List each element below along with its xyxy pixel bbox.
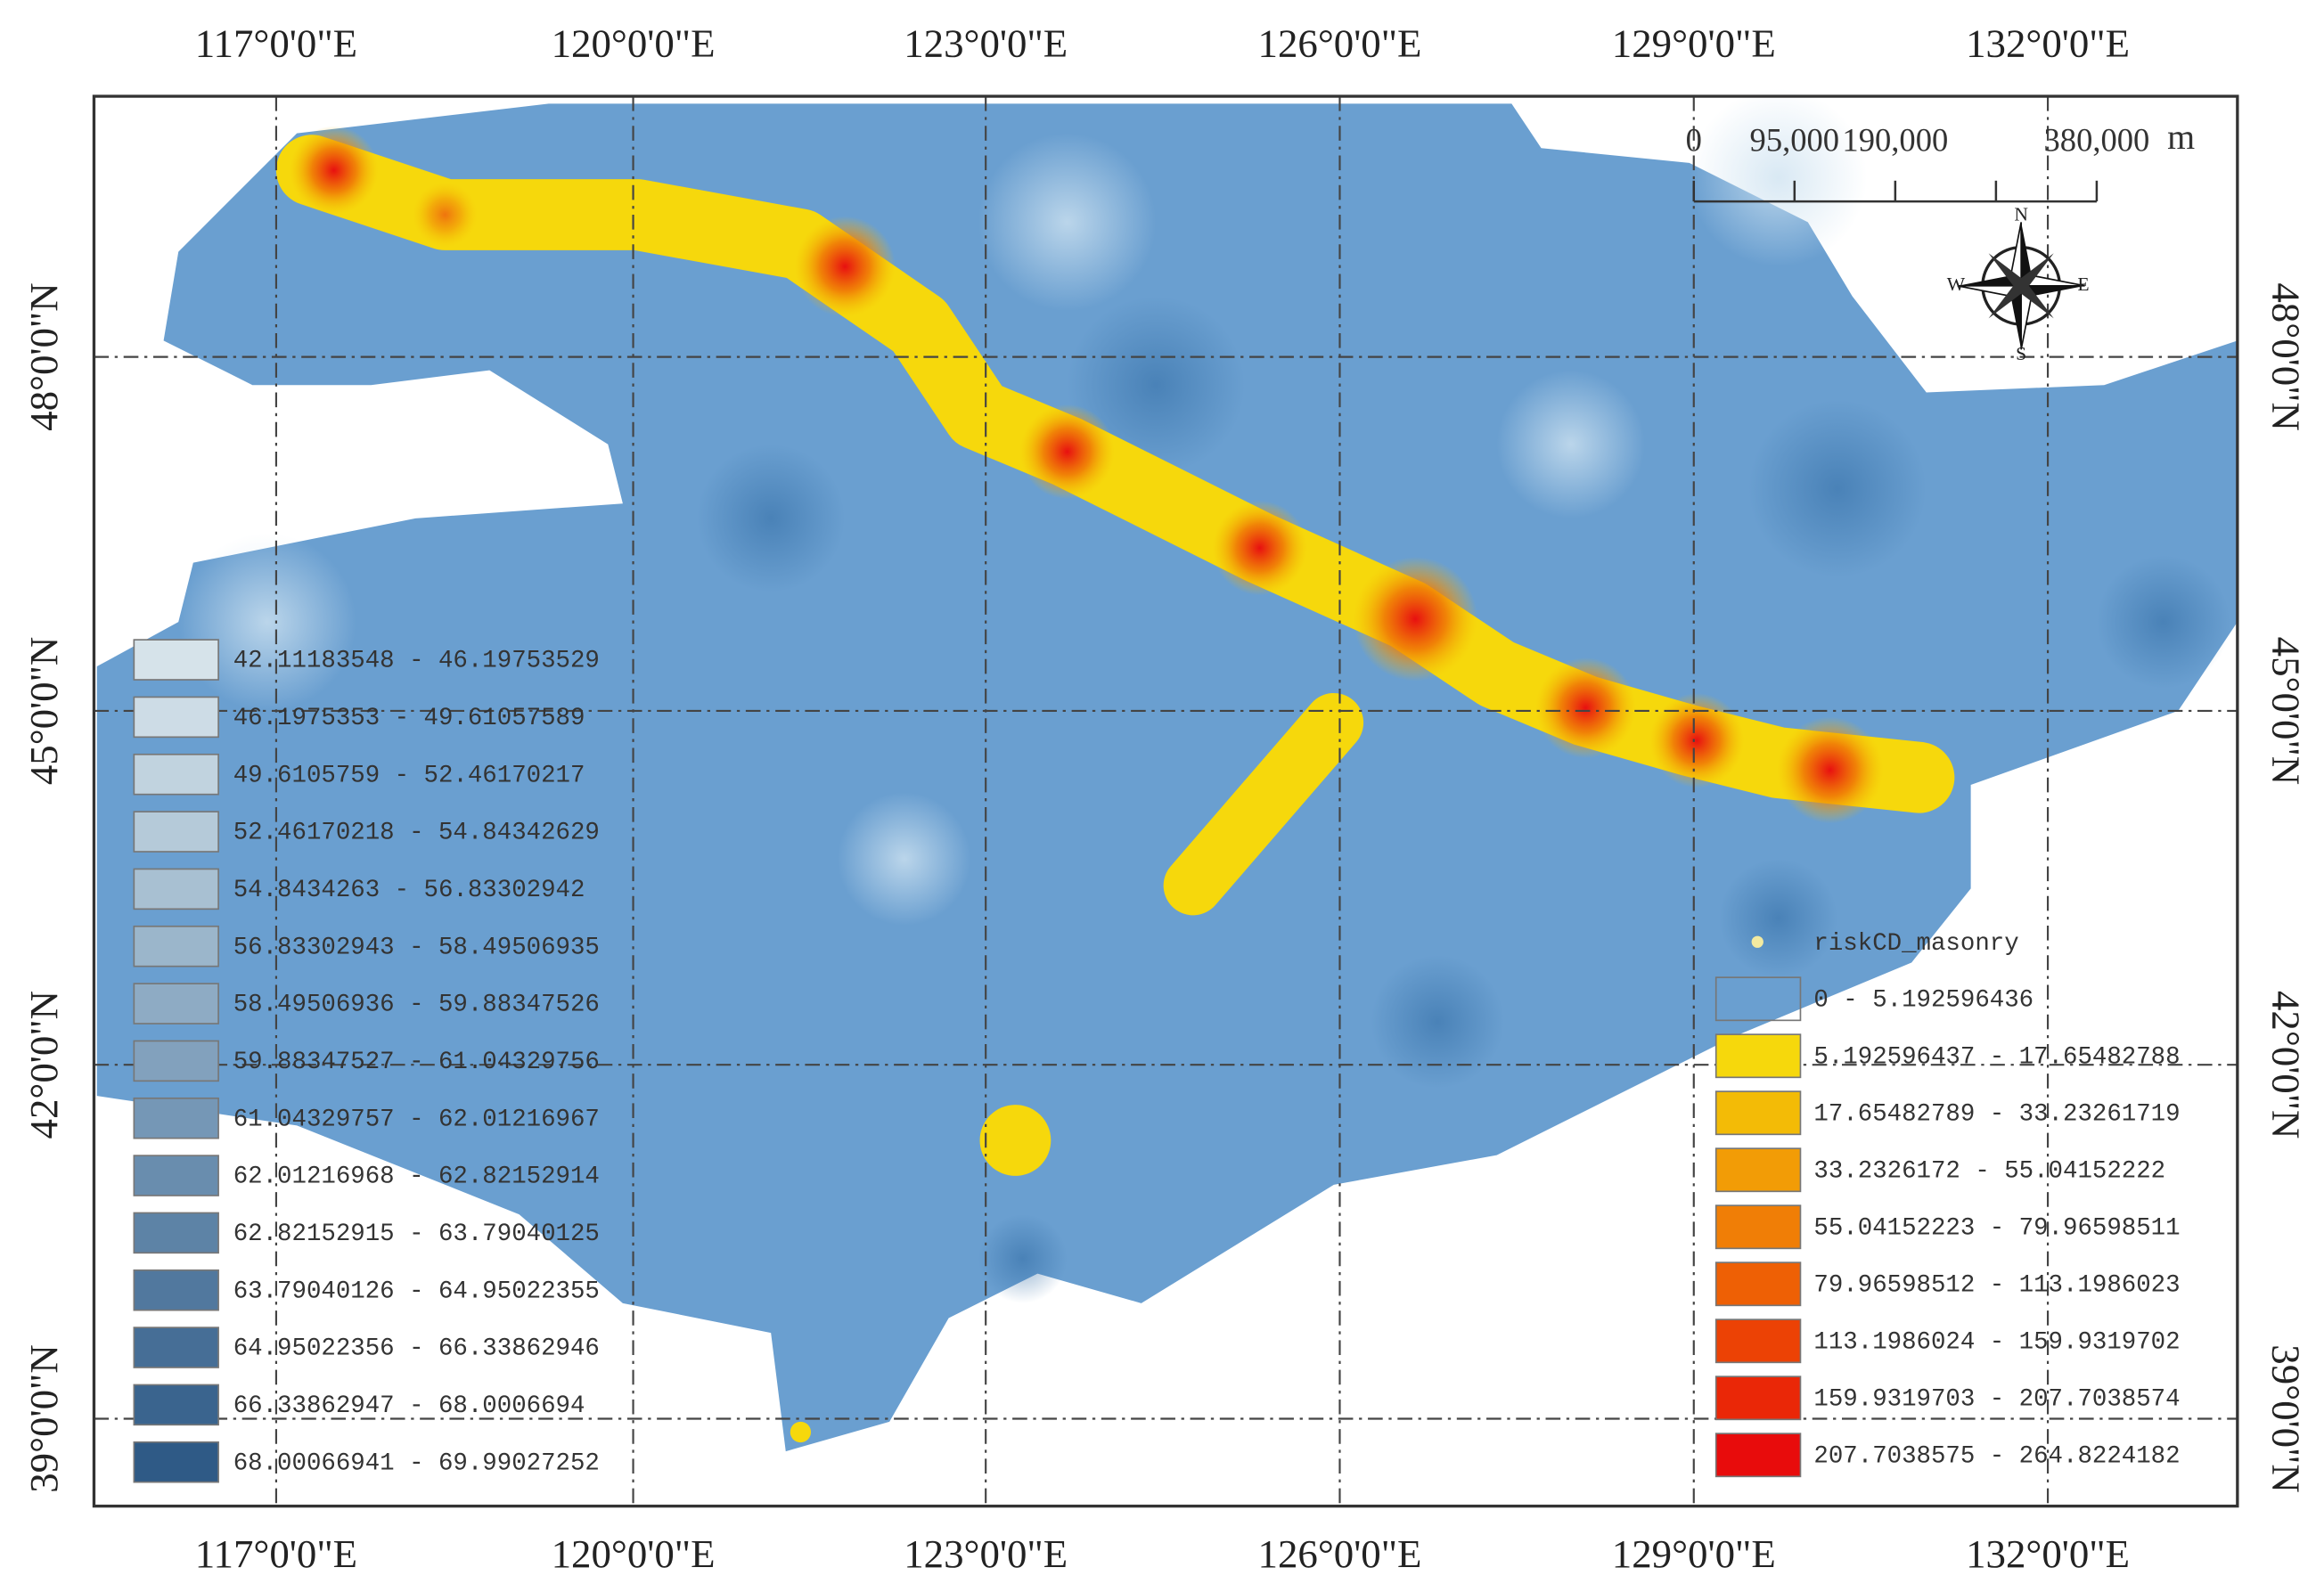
legend-swatch <box>133 983 219 1025</box>
scale-bar <box>1692 180 2099 203</box>
legend-swatch <box>133 1040 219 1082</box>
legend-label: 159.9319703 - 207.7038574 <box>1813 1385 2180 1413</box>
lat-label: 42°0'0"N <box>21 991 66 1139</box>
north-arrow <box>1957 222 2085 350</box>
legend-swatch <box>133 639 219 681</box>
lon-label: 120°0'0"E <box>552 20 716 65</box>
legend-swatch <box>133 1327 219 1368</box>
legend-label: 52.46170218 - 54.84342629 <box>233 820 600 847</box>
legend-title: riskCD_masonry <box>1813 930 2018 958</box>
legend-swatch <box>1714 1319 1802 1364</box>
lat-label: 42°0'0"N <box>2263 991 2308 1139</box>
compass-n: N <box>2014 204 2028 225</box>
lon-label: 123°0'0"E <box>904 20 1068 65</box>
legend-swatch <box>133 696 219 739</box>
legend-label: 5.192596437 - 17.65482788 <box>1813 1043 2180 1071</box>
risk-belt <box>275 126 1955 1443</box>
legend-swatch <box>1714 1433 1802 1478</box>
legend-swatch <box>133 868 219 910</box>
scale-unit: m <box>2167 117 2195 157</box>
lon-label: 132°0'0"E <box>1966 1531 2130 1576</box>
scale-label: 190,000 <box>1842 122 1948 159</box>
legend-swatch <box>133 753 219 796</box>
legend-label: 113.1986024 - 159.9319702 <box>1813 1328 2180 1356</box>
legend-swatch <box>1714 976 1802 1022</box>
legend-label: 55.04152223 - 79.96598511 <box>1813 1214 2180 1242</box>
compass-w: W <box>1947 273 1966 295</box>
legend-label: 17.65482789 - 33.23261719 <box>1813 1100 2180 1128</box>
compass-s: S <box>2016 343 2026 364</box>
legend-label: 33.2326172 - 55.04152222 <box>1813 1157 2165 1185</box>
lon-label: 129°0'0"E <box>1612 20 1776 65</box>
legend-label: 64.95022356 - 66.33862946 <box>233 1335 600 1363</box>
legend-label: 49.6105759 - 52.46170217 <box>233 762 585 789</box>
legend-label: 54.8434263 - 56.83302942 <box>233 877 585 904</box>
lat-label: 48°0'0"N <box>21 282 66 431</box>
map-frame <box>92 94 2239 1508</box>
lon-label: 120°0'0"E <box>552 1531 716 1576</box>
legend-swatch <box>133 1212 219 1254</box>
legend-label: 58.49506936 - 59.88347526 <box>233 992 600 1019</box>
lat-label: 45°0'0"N <box>2263 637 2308 786</box>
region <box>96 88 2238 1452</box>
scale-label: 0 <box>1686 122 1702 159</box>
legend-swatch <box>1714 1376 1802 1421</box>
lon-label: 129°0'0"E <box>1612 1531 1776 1576</box>
legend-swatch <box>133 1269 219 1311</box>
legend-label: 207.7038575 - 264.8224182 <box>1813 1442 2180 1470</box>
legend-swatch <box>1714 1261 1802 1307</box>
legend-swatch <box>1714 1090 1802 1136</box>
lon-label: 117°0'0"E <box>195 1531 357 1576</box>
legend-label: 79.96598512 - 113.1986023 <box>1813 1271 2180 1299</box>
legend-point <box>1751 935 1763 948</box>
scale-label: 380,000 <box>2044 122 2150 159</box>
legend-label: 59.88347527 - 61.04329756 <box>233 1049 600 1076</box>
legend-label: 62.82152915 - 63.79040125 <box>233 1221 600 1248</box>
legend-label: 0 - 5.192596436 <box>1813 986 2034 1014</box>
legend-label: 56.83302943 - 58.49506935 <box>233 934 600 961</box>
lon-label: 132°0'0"E <box>1966 20 2130 65</box>
legend-swatch <box>133 1097 219 1139</box>
legend-swatch <box>133 1155 219 1196</box>
lat-label: 39°0'0"N <box>2263 1344 2308 1493</box>
legend-swatch <box>1714 1033 1802 1079</box>
scale-label: 95,000 <box>1750 122 1840 159</box>
legend-swatch <box>133 925 219 967</box>
legend-label: 66.33862947 - 68.0006694 <box>233 1392 585 1420</box>
legend-label: 61.04329757 - 62.01216967 <box>233 1106 600 1133</box>
legend-label: 68.00066941 - 69.99027252 <box>233 1449 600 1477</box>
legend-swatch <box>133 1441 219 1483</box>
legend-label: 46.1975353 - 49.61057589 <box>233 705 585 732</box>
lat-label: 48°0'0"N <box>2263 282 2308 431</box>
lon-label: 123°0'0"E <box>904 1531 1068 1576</box>
lon-label: 126°0'0"E <box>1258 1531 1422 1576</box>
legend-swatch <box>1714 1204 1802 1250</box>
lon-label: 126°0'0"E <box>1258 20 1422 65</box>
grid <box>94 96 2238 1506</box>
legend-label: 63.79040126 - 64.95022355 <box>233 1278 600 1305</box>
lat-label: 39°0'0"N <box>21 1344 66 1493</box>
compass-e: E <box>2077 273 2089 295</box>
legend-label: 62.01216968 - 62.82152914 <box>233 1163 600 1191</box>
legend-label: 42.11183548 - 46.19753529 <box>233 648 600 675</box>
lon-label: 117°0'0"E <box>195 20 357 65</box>
legend-swatch <box>1714 1147 1802 1193</box>
lat-label: 45°0'0"N <box>21 637 66 786</box>
legend-swatch <box>133 1384 219 1426</box>
legend-swatch <box>133 811 219 853</box>
